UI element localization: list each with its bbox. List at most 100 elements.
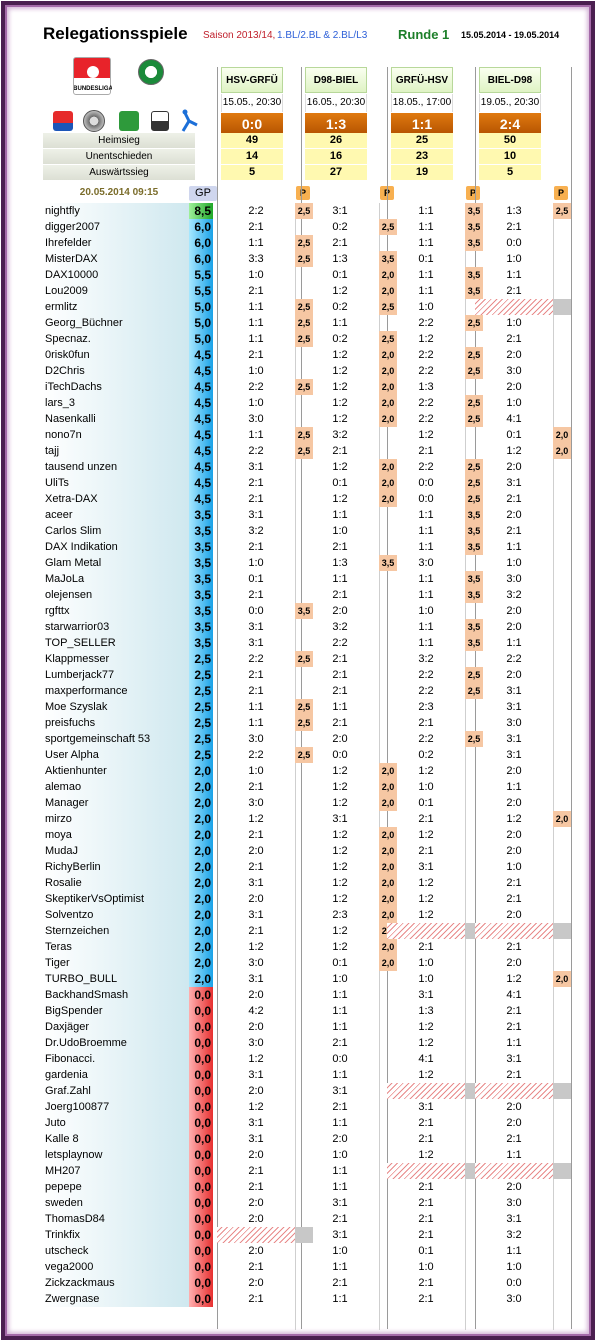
table-row[interactable]: Specnaz. 5,0 1:1 2,5 0:2 2,5 1:2 2:1 <box>19 331 585 347</box>
table-row[interactable]: Nasenkalli 4,5 3:0 1:2 2,0 2:2 2,5 4:1 <box>19 411 585 427</box>
table-row[interactable]: digger2007 6,0 2:1 0:2 2,5 1:1 3,5 2:1 <box>19 219 585 235</box>
table-row[interactable]: Joerg100877 0,0 1:2 2:1 3:1 2:0 <box>19 1099 585 1115</box>
table-row[interactable]: UliTs 4,5 2:1 0:1 2,0 0:0 2,5 3:1 <box>19 475 585 491</box>
table-row[interactable]: Daxjäger 0,0 2:0 1:1 1:2 2:1 <box>19 1019 585 1035</box>
table-row[interactable]: maxperformance 2,5 2:1 2:1 2:2 2,5 3:1 <box>19 683 585 699</box>
table-row[interactable]: TURBO_BULL 2,0 3:1 1:0 1:0 1:2 2,0 <box>19 971 585 987</box>
tip-cell: 1:2 <box>332 877 348 889</box>
table-row[interactable]: Fibonacci. 0,0 1:2 0:0 4:1 3:1 <box>19 1051 585 1067</box>
table-row[interactable]: Manager 2,0 3:0 1:2 2,0 0:1 2:0 <box>19 795 585 811</box>
table-row[interactable]: MaJoLa 3,5 0:1 1:1 1:1 3,5 3:0 <box>19 571 585 587</box>
table-row[interactable]: lars_3 4,5 1:0 1:2 2,0 2:2 2,5 1:0 <box>19 395 585 411</box>
tip-cell: 0:1 <box>248 573 264 585</box>
tip-cell: 3:1 <box>248 973 264 985</box>
table-row[interactable]: User Alpha 2,5 2:2 2,5 0:0 0:2 3:1 <box>19 747 585 763</box>
tip-cell: 2:1 <box>248 493 264 505</box>
table-row[interactable]: D2Chris 4,5 1:0 1:2 2,0 2:2 2,5 3:0 <box>19 363 585 379</box>
table-row[interactable]: iTechDachs 4,5 2:2 2,5 1:2 2,0 1:3 2:0 <box>19 379 585 395</box>
points-cell: 2,0 <box>379 779 397 795</box>
table-row[interactable]: Ihrefelder 6,0 1:1 2,5 2:1 1:1 3,5 0:0 <box>19 235 585 251</box>
points-cell: 2,5 <box>465 667 483 683</box>
table-row[interactable]: tajj 4,5 2:2 2,5 2:1 2:1 1:2 2,0 <box>19 443 585 459</box>
table-row[interactable]: Zwergnase 0,0 2:1 1:1 2:1 3:0 <box>19 1291 585 1307</box>
table-row[interactable]: nightfly 8,5 2:2 2,5 3:1 1:1 3,5 1:3 2,5 <box>19 203 585 219</box>
tip-cell: 2:1 <box>506 877 522 889</box>
table-row[interactable]: Glam Metal 3,5 1:0 1:3 3,5 3:0 1:0 <box>19 555 585 571</box>
points-cell: 2,5 <box>295 331 313 347</box>
table-row[interactable]: vega2000 0,0 2:1 1:1 1:0 1:0 <box>19 1259 585 1275</box>
total-points: 2,0 <box>189 779 213 795</box>
points-cell: 2,0 <box>553 427 571 443</box>
table-row[interactable]: tausend unzen 4,5 3:1 1:2 2,0 2:2 2,5 2:0 <box>19 459 585 475</box>
table-row[interactable]: Juto 0,0 3:1 1:1 2:1 2:0 <box>19 1115 585 1131</box>
tip-cell: 1:1 <box>332 701 348 713</box>
table-row[interactable]: gardenia 0,0 3:1 1:1 1:2 2:1 <box>19 1067 585 1083</box>
table-row[interactable]: Lumberjack77 2,5 2:1 2:1 2:2 2,5 2:0 <box>19 667 585 683</box>
table-row[interactable]: Carlos Slim 3,5 3:2 1:0 1:1 3,5 2:1 <box>19 523 585 539</box>
tip-cell: 2:2 <box>418 413 434 425</box>
points-cell: 2,5 <box>379 219 397 235</box>
table-row[interactable]: BigSpender 0,0 4:2 1:1 1:3 2:1 <box>19 1003 585 1019</box>
tip-cell: 3:1 <box>332 1197 348 1209</box>
table-row[interactable]: moya 2,0 2:1 1:2 2,0 1:2 2:0 <box>19 827 585 843</box>
table-row[interactable]: MH207 0,0 2:1 1:1 <box>19 1163 585 1179</box>
table-row[interactable]: ermlitz 5,0 1:1 2,5 0:2 2,5 1:0 <box>19 299 585 315</box>
table-row[interactable]: Aktienhunter 2,0 1:0 1:2 2,0 1:2 2:0 <box>19 763 585 779</box>
tip-cell: 2:0 <box>248 893 264 905</box>
player-name: DAX Indikation <box>43 539 189 555</box>
table-row[interactable]: Kalle 8 0,0 3:1 2:0 2:1 2:1 <box>19 1131 585 1147</box>
player-name: Graf.Zahl <box>43 1083 189 1099</box>
tip-cell: 3:1 <box>332 205 348 217</box>
table-row[interactable]: Solventzo 2,0 3:1 2:3 2,0 1:2 2:0 <box>19 907 585 923</box>
total-points: 3,5 <box>189 507 213 523</box>
table-row[interactable]: Klappmesser 2,5 2:2 2,5 2:1 3:2 2:2 <box>19 651 585 667</box>
table-row[interactable]: preisfuchs 2,5 1:1 2,5 2:1 2:1 3:0 <box>19 715 585 731</box>
table-row[interactable]: SkeptikerVsOptimist 2,0 2:0 1:2 2,0 1:2 2:1 <box>19 891 585 907</box>
table-row[interactable]: Tiger 2,0 3:0 0:1 2,0 1:0 2:0 <box>19 955 585 971</box>
table-row[interactable]: Georg_Büchner 5,0 1:1 2,5 1:1 2:2 2,5 1:0 <box>19 315 585 331</box>
table-row[interactable]: pepepe 0,0 2:1 1:1 2:1 2:0 <box>19 1179 585 1195</box>
table-row[interactable]: Moe Szyslak 2,5 1:1 2,5 1:1 2:3 3:1 <box>19 699 585 715</box>
table-row[interactable]: olejensen 3,5 2:1 2:1 1:1 3,5 3:2 <box>19 587 585 603</box>
total-points: 2,5 <box>189 747 213 763</box>
table-row[interactable]: ThomasD84 0,0 2:0 2:1 2:1 3:1 <box>19 1211 585 1227</box>
table-row[interactable]: DAX10000 5,5 1:0 0:1 2,0 1:1 3,5 1:1 <box>19 267 585 283</box>
table-row[interactable]: alemao 2,0 2:1 1:2 2,0 1:0 1:1 <box>19 779 585 795</box>
table-row[interactable]: Xetra-DAX 4,5 2:1 1:2 2,0 0:0 2,5 2:1 <box>19 491 585 507</box>
table-row[interactable]: mirzo 2,0 1:2 3:1 2:1 1:2 2,0 <box>19 811 585 827</box>
table-row[interactable]: 0risk0fun 4,5 2:1 1:2 2,0 2:2 2,5 2:0 <box>19 347 585 363</box>
total-points: 3,5 <box>189 571 213 587</box>
table-row[interactable]: Rosalie 2,0 3:1 1:2 2,0 1:2 2:1 <box>19 875 585 891</box>
table-row[interactable]: DAX Indikation 3,5 2:1 2:1 1:1 3,5 1:1 <box>19 539 585 555</box>
tip-cell: 1:2 <box>332 797 348 809</box>
table-row[interactable]: utscheck 0,0 2:0 1:0 0:1 1:1 <box>19 1243 585 1259</box>
table-row[interactable]: Teras 2,0 1:2 1:2 2,0 2:1 2:1 <box>19 939 585 955</box>
table-row[interactable]: Trinkfix 0,0 3:1 2:1 3:2 <box>19 1227 585 1243</box>
table-row[interactable]: TOP_SELLER 3,5 3:1 2:2 1:1 3,5 1:1 <box>19 635 585 651</box>
table-row[interactable]: letsplaynow 0,0 2:0 1:0 1:2 1:1 <box>19 1147 585 1163</box>
tip-cell: 2:1 <box>418 845 434 857</box>
tip-cell: 2:3 <box>332 909 348 921</box>
table-row[interactable]: Zickzackmaus 0,0 2:0 2:1 2:1 0:0 <box>19 1275 585 1291</box>
table-row[interactable]: sweden 0,0 2:0 3:1 2:1 3:0 <box>19 1195 585 1211</box>
points-cell <box>553 891 571 907</box>
table-row[interactable]: starwarrior03 3,5 3:1 3:2 1:1 3,5 2:0 <box>19 619 585 635</box>
tip-cell: 1:1 <box>506 269 522 281</box>
table-row[interactable]: MisterDAX 6,0 3:3 2,5 1:3 3,5 0:1 1:0 <box>19 251 585 267</box>
table-row[interactable]: Dr.UdoBroemme 0,0 3:0 2:1 1:2 1:1 <box>19 1035 585 1051</box>
table-row[interactable]: Lou2009 5,5 2:1 1:2 2,0 1:1 3,5 2:1 <box>19 283 585 299</box>
tip-cell: 1:1 <box>418 205 434 217</box>
missing-tip <box>475 1163 553 1179</box>
table-row[interactable]: BackhandSmash 0,0 2:0 1:1 3:1 4:1 <box>19 987 585 1003</box>
tip-cell: 2:1 <box>418 1293 434 1305</box>
table-row[interactable]: RichyBerlin 2,0 2:1 1:2 2,0 3:1 1:0 <box>19 859 585 875</box>
table-row[interactable]: nono7n 4,5 1:1 2,5 3:2 1:2 0:1 2,0 <box>19 427 585 443</box>
tip-cell: 2:1 <box>418 1213 434 1225</box>
table-row[interactable]: MudaJ 2,0 2:0 1:2 2,0 2:1 2:0 <box>19 843 585 859</box>
table-row[interactable]: rgfttx 3,5 0:0 3,5 2:0 1:0 2:0 <box>19 603 585 619</box>
tip-cell: 2:1 <box>418 1117 434 1129</box>
table-row[interactable]: sportgemeinschaft 53 2,5 3:0 2:0 2:2 2,5 3:1 <box>19 731 585 747</box>
table-row[interactable]: Graf.Zahl 0,0 2:0 3:1 <box>19 1083 585 1099</box>
table-row[interactable]: aceer 3,5 3:1 1:1 1:1 3,5 2:0 <box>19 507 585 523</box>
